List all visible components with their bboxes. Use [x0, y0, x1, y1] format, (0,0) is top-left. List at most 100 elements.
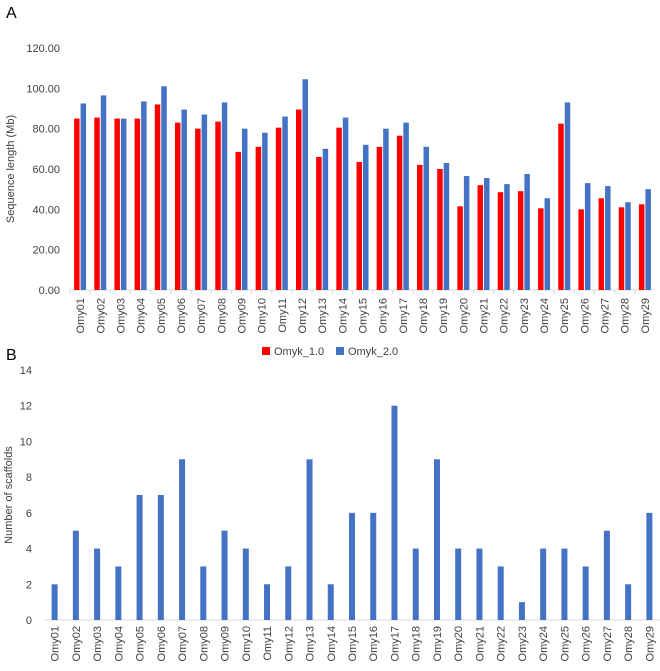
chart-a-bar-omyk2 — [484, 178, 490, 290]
chart-a-bar-omyk1 — [618, 207, 625, 290]
chart-a-xtick-label: Omy26 — [579, 298, 591, 333]
chart-b-ytick-label: 8 — [26, 472, 32, 484]
chart-a-bar-omyk2 — [181, 109, 187, 290]
chart-b-bar — [242, 548, 249, 620]
chart-a-xtick-label: Omy06 — [176, 298, 188, 333]
chart-b-bar — [200, 566, 207, 620]
chart-a-xtick-label: Omy21 — [479, 298, 491, 333]
chart-a-bar-omyk2 — [605, 186, 611, 290]
chart-b-bar — [264, 584, 271, 620]
chart-a-xtick-label: Omy10 — [257, 298, 269, 333]
chart-a-xtick-label: Omy09 — [236, 298, 248, 333]
chart-a-bar-omyk2 — [241, 128, 248, 290]
chart-b-xtick-label: Omy29 — [644, 626, 656, 661]
chart-a-xtick-label: Omy17 — [398, 298, 410, 333]
chart-a-bar-omyk1 — [154, 104, 161, 290]
chart-a-bar-omyk1 — [235, 151, 241, 290]
chart-b-bar — [136, 495, 143, 620]
chart-a-bar-omyk2 — [302, 79, 308, 290]
legend-swatch-omyk2 — [336, 347, 344, 355]
chart-a-bar-omyk1 — [114, 118, 120, 290]
chart-a-bar-omyk2 — [100, 95, 107, 291]
chart-a-bar-omyk1 — [477, 185, 484, 290]
chart-a-bar-omyk1 — [517, 191, 524, 290]
chart-a-bar-omyk2 — [443, 162, 450, 290]
chart-a-ylabel: Sequence length (Mb) — [5, 115, 17, 223]
chart-a-bar-omyk2 — [524, 174, 530, 290]
chart-a-xtick-label: Omy11 — [277, 298, 289, 333]
chart-b-ytick-label: 4 — [26, 544, 32, 556]
chart-b-bar — [115, 566, 122, 620]
chart-b-xtick-label: Omy26 — [581, 626, 593, 661]
chart-a-bar-omyk1 — [538, 208, 544, 290]
chart-b-bar — [603, 530, 610, 620]
chart-b-bar — [349, 512, 355, 620]
chart-b-bar — [518, 602, 525, 620]
chart-a-bar-omyk1 — [275, 127, 282, 291]
chart-a-xtick-label: Omy25 — [559, 298, 571, 333]
chart-a-bar-omyk1 — [195, 128, 201, 290]
chart-b-bar — [285, 566, 292, 620]
chart-b-bar — [51, 584, 58, 620]
chart-a-bar-omyk1 — [295, 109, 302, 290]
chart-a-bar-omyk2 — [282, 116, 288, 290]
chart-b-bar — [391, 405, 398, 620]
chart-b-bar — [625, 584, 632, 620]
chart-a-bar-omyk1 — [174, 122, 181, 290]
chart-a-xtick-label: Omy01 — [75, 298, 87, 333]
chart-a-bar-omyk1 — [598, 198, 605, 290]
chart-a-bar-omyk2 — [383, 128, 389, 290]
chart-a-sequence-length: 0.00 20.00 40.00 60.00 80.00 100.00 120.00 Sequ… — [5, 43, 655, 333]
chart-b-bar — [72, 530, 79, 620]
chart-b-xtick-label: Omy05 — [135, 626, 147, 661]
chart-a-bar-omyk2 — [120, 118, 127, 290]
chart-a-xtick-label: Omy16 — [378, 298, 390, 333]
chart-b-xtick-label: Omy28 — [623, 626, 635, 661]
chart-a-bar-omyk2 — [141, 101, 147, 290]
chart-a-bar-omyk2 — [221, 102, 228, 290]
chart-b-bar — [540, 548, 547, 620]
chart-b-ylabel: Number of scaffolds — [3, 446, 15, 544]
chart-b-bar — [370, 512, 377, 620]
chart-b-bar — [94, 548, 101, 620]
chart-b-xtick-label: Omy07 — [177, 626, 189, 661]
chart-a-xtick-label: Omy20 — [458, 298, 470, 333]
chart-a-xtick-label: Omy14 — [337, 298, 349, 333]
chart-b-xtick-label: Omy14 — [326, 626, 338, 661]
legend-label-omyk1: Omyk_1.0 — [274, 346, 324, 358]
chart-a-bar-omyk1 — [356, 161, 362, 290]
chart-a-bar-omyk2 — [403, 122, 409, 290]
chart-a-ytick-label: 0.00 — [39, 285, 60, 297]
chart-b-bar — [157, 495, 164, 620]
chart-b-bar — [179, 459, 186, 620]
chart-a-xtick-label: Omy03 — [115, 298, 127, 333]
chart-a-bar-omyk1 — [558, 123, 564, 290]
chart-a-bar-omyk1 — [255, 146, 262, 290]
chart-a-bar-omyk1 — [457, 206, 463, 290]
chart-b-bar — [476, 548, 483, 620]
chart-a-xtick-label: Omy05 — [156, 298, 168, 333]
chart-b-bar — [412, 548, 419, 620]
chart-a-bar-omyk1 — [417, 164, 423, 290]
chart-b-ytick-label: 10 — [20, 436, 32, 448]
chart-a-xtick-label: Omy27 — [600, 298, 612, 333]
legend-swatch-omyk1 — [262, 347, 270, 355]
chart-b-xtick-label: Omy18 — [411, 626, 423, 661]
chart-b-bar — [646, 512, 653, 620]
chart-a-bar-omyk2 — [584, 183, 591, 290]
chart-b-xtick-label: Omy21 — [474, 626, 486, 661]
chart-a-ytick-label: 40.00 — [32, 204, 60, 216]
chart-b-xtick-label: Omy24 — [538, 626, 550, 661]
chart-a-ytick-label: 100.00 — [26, 83, 60, 95]
chart-b-xtick-label: Omy08 — [198, 626, 210, 661]
chart-a-xtick-label: Omy13 — [317, 298, 329, 333]
chart-b-xtick-label: Omy09 — [220, 626, 232, 661]
legend-label-omyk2: Omyk_2.0 — [348, 346, 398, 358]
chart-a-bar-omyk2 — [322, 148, 329, 290]
chart-a-xtick-label: Omy24 — [539, 298, 551, 333]
chart-b-bar — [433, 459, 440, 620]
chart-a-bar-omyk2 — [423, 146, 430, 290]
chart-a-bar-omyk2 — [564, 102, 571, 290]
chart-a-bar-omyk2 — [161, 86, 167, 290]
